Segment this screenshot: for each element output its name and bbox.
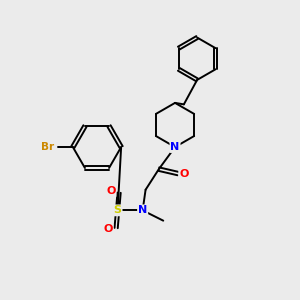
Text: Br: Br — [41, 142, 54, 152]
Text: O: O — [106, 186, 116, 196]
Text: N: N — [138, 206, 147, 215]
Text: S: S — [114, 206, 122, 215]
Text: O: O — [179, 169, 188, 178]
Text: O: O — [103, 224, 112, 235]
Text: N: N — [170, 142, 180, 152]
